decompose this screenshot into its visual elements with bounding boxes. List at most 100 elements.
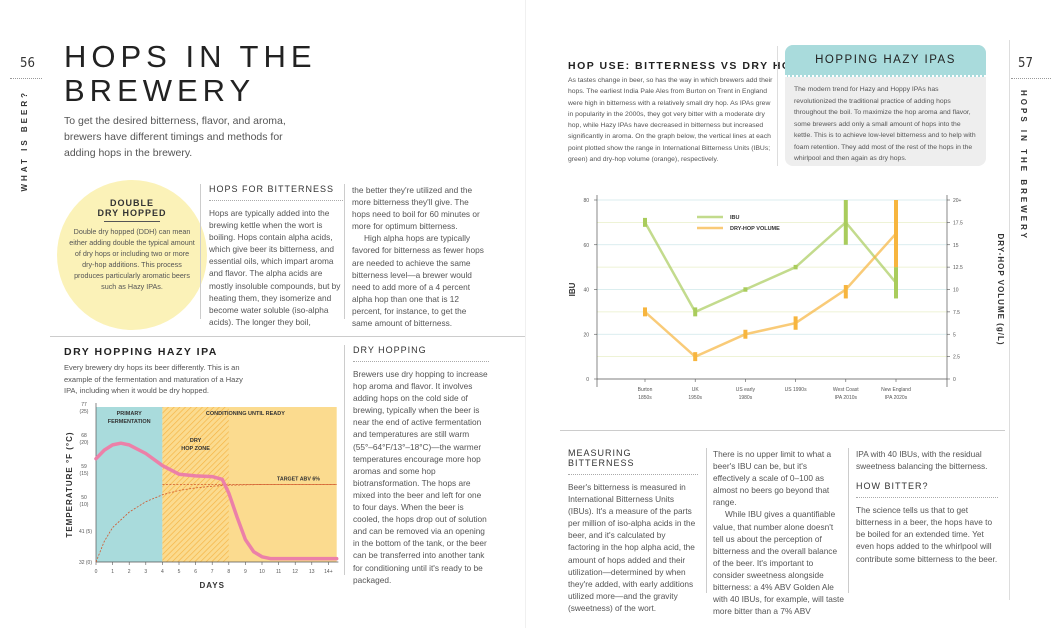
page-number-right: 57 bbox=[1018, 56, 1033, 71]
y-tick-label: (15) bbox=[80, 471, 89, 477]
body-text: High alpha hops are typically favored fo… bbox=[352, 233, 484, 329]
x-tick-label: UK bbox=[692, 387, 700, 393]
y-tick-label: 50 bbox=[81, 495, 87, 501]
x-tick-label: 2 bbox=[128, 569, 131, 575]
body-text: The science tells us that to get bittern… bbox=[856, 505, 998, 564]
x-tick-label: 1980s bbox=[739, 395, 753, 401]
y-tick-label: 59 bbox=[81, 464, 87, 470]
lead-paragraph: To get the desired bitterness, flavor, a… bbox=[64, 115, 286, 159]
hop-use-chart: 0 20 40 60 80 0 2.5 5 7.5 10 12.5 15 17.5 20+ IBU DRY-H… bbox=[568, 195, 1005, 401]
divider bbox=[10, 78, 42, 79]
x-tick-label: 9 bbox=[244, 569, 247, 575]
x-tick-label: West Coast bbox=[833, 387, 859, 393]
temperature-curve bbox=[94, 441, 339, 561]
running-head-left: WHAT IS BEER? bbox=[20, 90, 29, 192]
x-tick-label: 3 bbox=[144, 569, 147, 575]
x-tick-label: IPA 2010s bbox=[835, 395, 858, 401]
y2-tick-label: 0 bbox=[953, 377, 956, 383]
x-tick-label: 0 bbox=[95, 569, 98, 575]
x-tick-label: US 1990s bbox=[785, 387, 807, 393]
x-tick-label: 11 bbox=[276, 569, 281, 575]
region-label-primary: FERMENTATION bbox=[108, 419, 151, 425]
x-tick-label: 1950s bbox=[688, 395, 702, 401]
section-heading: HOW BITTER? bbox=[856, 481, 998, 499]
x-tick-label: 1850s bbox=[638, 395, 652, 401]
callout-text: Double dry hopped (DDH) can mean either … bbox=[69, 227, 195, 291]
x-tick-label: 14+ bbox=[324, 569, 333, 575]
measuring-col2: There is no upper limit to what a beer's… bbox=[706, 448, 846, 616]
y-tick-label: 0 bbox=[586, 377, 589, 383]
y2-tick-label: 7.5 bbox=[953, 310, 960, 316]
section-heading: MEASURING BITTERNESS bbox=[568, 448, 698, 475]
body-text: the better they're utilized and the more… bbox=[352, 185, 480, 232]
title-line: BREWERY bbox=[64, 73, 256, 108]
hopping-hazy-ipas-box: HOPPING HAZY IPAS The modern trend for H… bbox=[785, 45, 986, 166]
y-tick-label: (10) bbox=[80, 502, 89, 508]
x-tick-label: 12 bbox=[292, 569, 298, 575]
x-tick-label: US early bbox=[736, 387, 756, 393]
y2-tick-label: 15 bbox=[953, 243, 959, 249]
page-number-left: 56 bbox=[20, 56, 35, 71]
title-line: HOPS IN THE bbox=[64, 39, 317, 74]
y-tick-label: 20 bbox=[583, 332, 589, 338]
y-axis-label: IBU bbox=[568, 282, 577, 296]
hops-for-bitterness-col1: HOPS FOR BITTERNESS Hops are typically a… bbox=[200, 184, 345, 327]
running-head-right: HOPS IN THE BREWERY bbox=[1019, 90, 1028, 241]
body-text: While IBU gives a quantifiable value, th… bbox=[713, 509, 844, 617]
region-label-primary: PRIMARY bbox=[117, 411, 142, 417]
x-tick-label: Burton bbox=[638, 387, 653, 393]
dry-hopping-section: DRY HOPPING Brewers use dry hopping to i… bbox=[344, 345, 489, 585]
y-tick-label: 77 bbox=[81, 402, 87, 408]
callout-title-line: DOUBLE bbox=[110, 198, 154, 208]
callout-title-line: DRY HOPPED bbox=[97, 208, 167, 218]
region-label-conditioning: CONDITIONING UNTIL READY bbox=[206, 411, 285, 417]
y-tick-label: 68 bbox=[81, 433, 87, 439]
ibu-line bbox=[643, 220, 897, 314]
y-axis-label: TEMPERATURE °F (°C) bbox=[65, 431, 74, 537]
legend-label-ibu: IBU bbox=[730, 215, 740, 221]
x-tick-label: 5 bbox=[178, 569, 181, 575]
x-tick-label: 1 bbox=[111, 569, 114, 575]
divider bbox=[1009, 40, 1010, 600]
x-tick-label: 10 bbox=[259, 569, 265, 575]
x-tick-label: 13 bbox=[309, 569, 315, 575]
hop-use-text: As tastes change in beer, so has the way… bbox=[568, 77, 773, 164]
divider bbox=[104, 221, 160, 222]
body-text: There is no upper limit to what a beer's… bbox=[713, 449, 832, 508]
divider bbox=[1011, 78, 1051, 79]
measuring-col1: MEASURING BITTERNESS Beer's bitterness i… bbox=[568, 448, 698, 614]
y-tick-label: 60 bbox=[583, 243, 589, 249]
y-tick-label: 80 bbox=[583, 198, 589, 204]
y-tick-label: 41 (5) bbox=[79, 529, 92, 535]
x-tick-label: 7 bbox=[211, 569, 214, 575]
x-tick-label: 8 bbox=[227, 569, 230, 575]
alcohol-curve bbox=[95, 484, 337, 563]
box-title: HOPPING HAZY IPAS bbox=[785, 45, 986, 77]
y-tick-label: (20) bbox=[80, 440, 89, 446]
legend-label-dry-hop: DRY-HOP VOLUME bbox=[730, 226, 780, 232]
divider bbox=[777, 46, 778, 166]
chart-heading: DRY HOPPING HAZY IPA bbox=[64, 346, 218, 358]
y2-tick-label: 20+ bbox=[953, 198, 962, 204]
body-text: Beer's bitterness is measured in Interna… bbox=[568, 482, 696, 613]
section-heading: HOPS FOR BITTERNESS bbox=[209, 184, 345, 201]
callout-title: DOUBLE DRY HOPPED bbox=[69, 198, 195, 218]
y-tick-label: 32 (0) bbox=[79, 560, 92, 566]
divider bbox=[560, 430, 1005, 431]
body-text: IPA with 40 IBUs, with the residual swee… bbox=[856, 449, 988, 472]
y-tick-label: 40 bbox=[583, 288, 589, 294]
divider bbox=[50, 336, 525, 337]
y-tick-label: (25) bbox=[80, 409, 89, 415]
x-tick-label: IPA 2020s bbox=[885, 395, 908, 401]
y2-tick-label: 12.5 bbox=[953, 265, 963, 271]
gutter bbox=[525, 0, 526, 628]
y2-tick-label: 17.5 bbox=[953, 220, 963, 226]
region-label-dry-hop: HOP ZONE bbox=[181, 446, 210, 452]
target-abv-label: TARGET ABV 6% bbox=[277, 477, 320, 483]
region-label-dry-hop: DRY bbox=[190, 438, 202, 444]
x-axis-label: DAYS bbox=[199, 581, 225, 590]
y2-axis-label: DRY-HOP VOLUME (g/L) bbox=[996, 234, 1005, 346]
box-text: The modern trend for Hazy and Hoppy IPAs… bbox=[794, 86, 976, 162]
x-tick-label: New England bbox=[881, 387, 911, 393]
y2-tick-label: 2.5 bbox=[953, 355, 960, 361]
